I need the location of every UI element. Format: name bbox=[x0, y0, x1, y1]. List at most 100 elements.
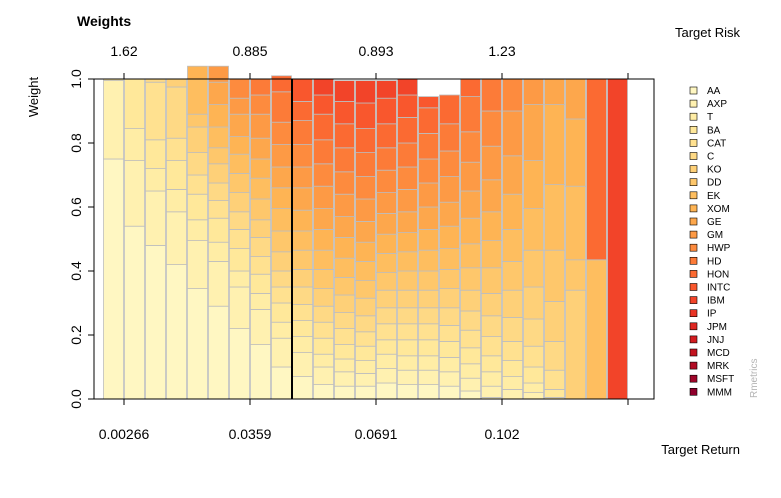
weight-segment-HD bbox=[313, 139, 334, 165]
weight-segment-AA bbox=[187, 288, 208, 400]
legend-label: INTC bbox=[707, 283, 730, 294]
weight-segment-KO bbox=[502, 289, 523, 318]
weight-segment-AXP bbox=[313, 366, 334, 386]
weight-segment-GE bbox=[397, 211, 418, 234]
stacked-bars bbox=[103, 65, 628, 400]
weight-segment-T bbox=[460, 363, 481, 379]
legend-swatch bbox=[689, 178, 698, 186]
weight-segment-IBM bbox=[313, 78, 334, 96]
weight-segment-AXP bbox=[397, 369, 418, 386]
weight-segment-EK bbox=[313, 249, 334, 270]
weight-segment-KO bbox=[523, 286, 544, 320]
weight-segment-HON bbox=[439, 94, 460, 125]
weight-segment-HWP bbox=[313, 163, 334, 187]
x-bottom-tick-label: 0.00266 bbox=[99, 426, 150, 442]
legend-swatch bbox=[689, 204, 698, 213]
weight-segment-AA bbox=[397, 384, 418, 400]
legend-label: XOM bbox=[707, 204, 730, 215]
legend-swatch bbox=[689, 270, 698, 278]
weight-segment-HD bbox=[355, 152, 376, 178]
weight-segment-AA bbox=[334, 385, 355, 400]
weight-segment-DD bbox=[187, 113, 208, 128]
weight-segment-EK bbox=[544, 184, 565, 251]
weight-segment-GE bbox=[313, 208, 334, 230]
weight-segment-HON bbox=[355, 128, 376, 154]
weight-segment-XOM bbox=[313, 228, 334, 251]
weight-segment-DD bbox=[313, 268, 334, 289]
weight-segment-EK bbox=[565, 185, 586, 261]
weight-segment-AXP bbox=[292, 352, 313, 378]
weight-segment-T bbox=[502, 376, 523, 390]
weight-segment-DD bbox=[376, 272, 397, 291]
weight-segment-AA bbox=[376, 382, 397, 400]
weight-segment-GE bbox=[523, 104, 544, 161]
x-bottom-tick-label: 0.102 bbox=[484, 426, 519, 442]
weight-segment-T bbox=[271, 321, 292, 339]
weight-segment-HON bbox=[586, 78, 607, 261]
y-tick-label: 0.0 bbox=[68, 389, 84, 409]
legend-swatch bbox=[689, 230, 698, 239]
weight-segment-C bbox=[460, 310, 481, 331]
watermark: Rmetrics bbox=[749, 359, 760, 398]
weight-segment-BA bbox=[208, 217, 229, 243]
weight-segment-T bbox=[124, 128, 145, 162]
weight-segment-C bbox=[439, 307, 460, 326]
x-top-tick-label: 0.885 bbox=[232, 43, 267, 59]
weight-segment-CAT bbox=[481, 336, 502, 357]
weight-segment-CAT bbox=[418, 323, 439, 341]
legend-swatch bbox=[689, 309, 698, 318]
weight-segment-HWP bbox=[271, 121, 292, 145]
legend-swatch bbox=[689, 361, 698, 370]
weight-segment-KO bbox=[271, 251, 292, 272]
weight-segment-AA bbox=[355, 385, 376, 400]
weight-segment-KO bbox=[208, 163, 229, 184]
weight-segment-BA bbox=[460, 347, 481, 365]
legend-swatch bbox=[689, 99, 698, 108]
weight-segment-T bbox=[397, 355, 418, 371]
weight-segment-HWP bbox=[376, 169, 397, 193]
legend-swatch bbox=[689, 283, 698, 291]
weight-segment-KO bbox=[439, 288, 460, 309]
y-tick-label: 0.6 bbox=[68, 197, 84, 217]
weight-segment-HWP bbox=[355, 176, 376, 200]
weight-segment-GM bbox=[334, 193, 355, 217]
legend-label: IBM bbox=[707, 296, 725, 307]
weight-segment-HWP bbox=[439, 150, 460, 178]
weight-segment-C bbox=[544, 340, 565, 371]
weight-segment-GM bbox=[460, 161, 481, 192]
legend-swatch bbox=[689, 86, 698, 95]
weight-segment-BA bbox=[439, 340, 460, 358]
weight-segment-GE bbox=[250, 137, 271, 160]
weight-segment-IBM bbox=[607, 78, 628, 400]
weight-segment-HD bbox=[460, 96, 481, 133]
weight-segment-C bbox=[355, 315, 376, 333]
legend-swatch bbox=[689, 387, 698, 396]
weight-segment-HON bbox=[418, 107, 439, 134]
weight-segment-HWP bbox=[292, 144, 313, 168]
legend-label: AA bbox=[707, 86, 721, 97]
weight-segment-AXP bbox=[502, 388, 523, 400]
weight-segment-BA bbox=[334, 344, 355, 360]
x-axis-top: 1.62 0.885 0.893 1.23 bbox=[110, 43, 629, 79]
weight-segment-C bbox=[313, 305, 334, 323]
weight-segment-HON bbox=[376, 123, 397, 149]
weight-segment-BA bbox=[544, 388, 565, 398]
weight-segment-CAT bbox=[460, 329, 481, 349]
weight-segment-BA bbox=[376, 339, 397, 355]
weight-segment-EK bbox=[481, 240, 502, 269]
weight-segment-CAT bbox=[355, 331, 376, 347]
weight-segment-GM bbox=[250, 113, 271, 139]
weight-segment-EK bbox=[418, 249, 439, 272]
weight-segment-BA bbox=[292, 320, 313, 338]
legend-label: KO bbox=[707, 165, 722, 176]
weight-segment-AA bbox=[271, 366, 292, 400]
weight-segment-XOM bbox=[565, 118, 586, 187]
legend-swatch bbox=[689, 256, 698, 265]
weight-segment-XOM bbox=[334, 236, 355, 259]
weight-segment-EK bbox=[397, 251, 418, 272]
weight-segment-AA bbox=[229, 328, 250, 400]
weight-segment-DD bbox=[544, 249, 565, 302]
weight-segment-AA bbox=[460, 390, 481, 400]
weight-segment-AXP bbox=[229, 286, 250, 329]
